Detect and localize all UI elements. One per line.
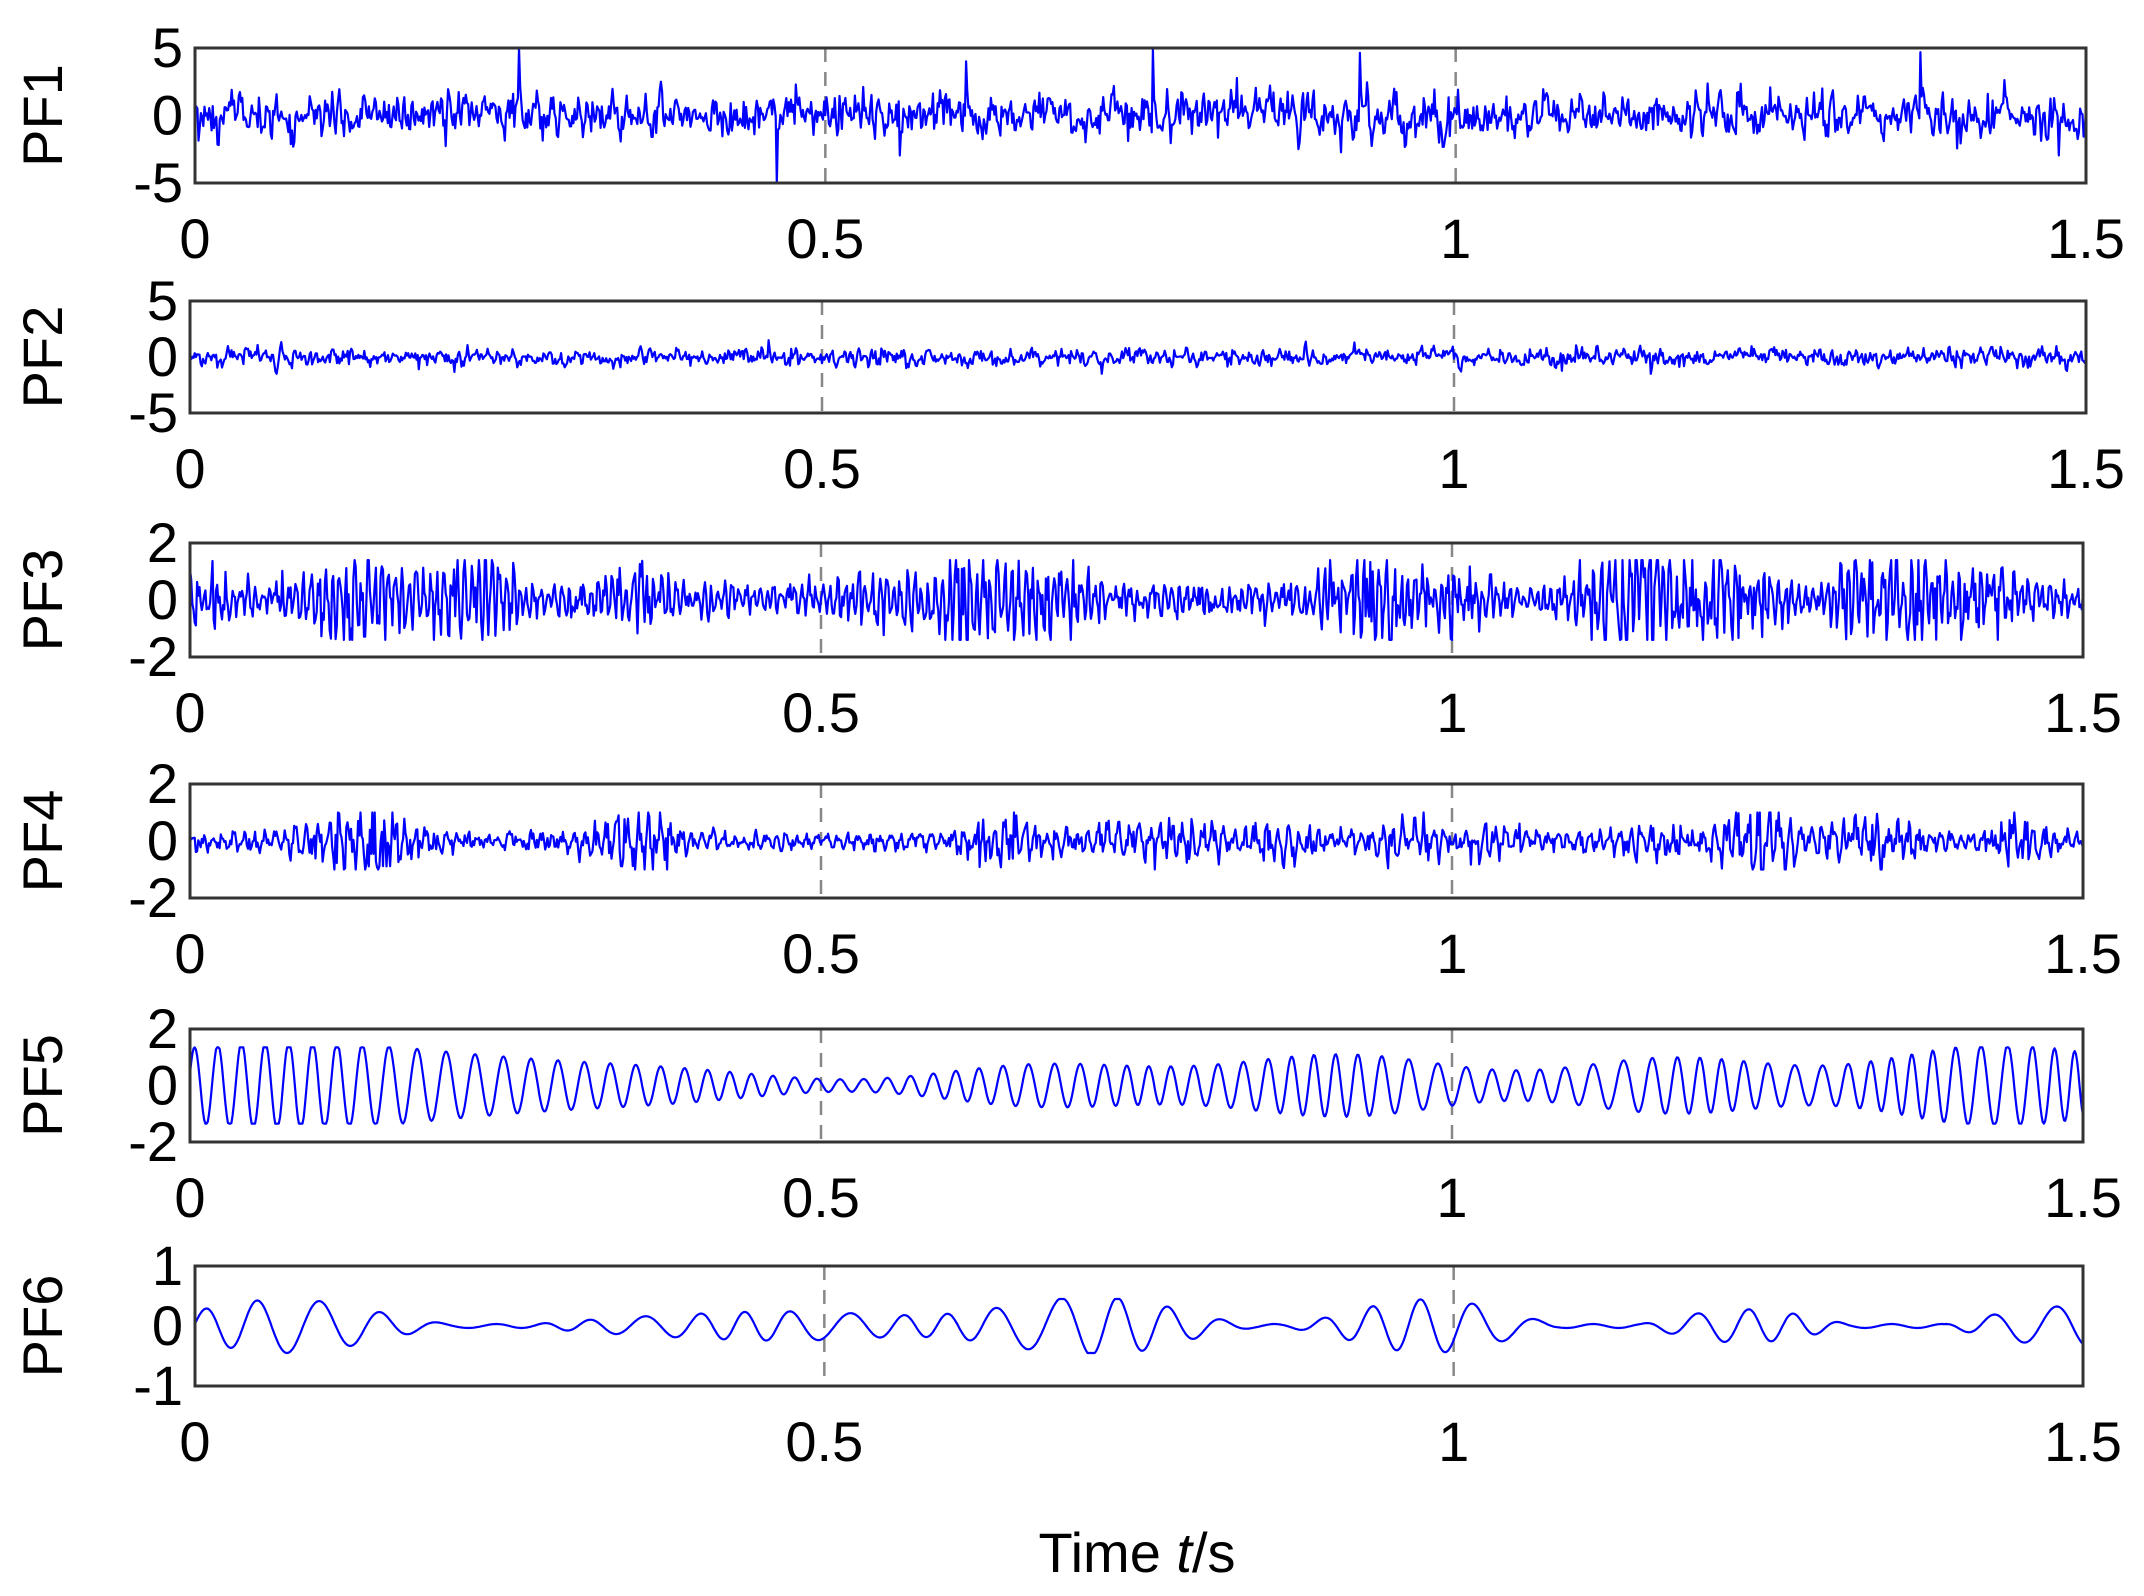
x-tick-label: 0 xyxy=(174,681,205,744)
y-tick-label: 0 xyxy=(147,1054,178,1117)
axes-box xyxy=(193,46,2088,185)
pf4-trace xyxy=(188,811,2085,871)
axes-box xyxy=(188,299,2088,415)
x-tick-label: 1 xyxy=(1440,207,1471,270)
y-tick-label: 2 xyxy=(147,997,178,1060)
y-tick-label: -2 xyxy=(128,1110,178,1173)
x-tick-label: 1.5 xyxy=(2044,922,2122,985)
x-axis-label: Time t/s xyxy=(1038,1521,1235,1584)
pf6-trace xyxy=(194,1297,2084,1355)
y-tick-label: 5 xyxy=(147,269,178,332)
x-tick-label: 1.5 xyxy=(2044,1410,2122,1473)
x-tick-label: 1 xyxy=(1438,437,1469,500)
x-tick-label: 0.5 xyxy=(786,207,864,270)
y-tick-label: 0 xyxy=(147,809,178,872)
x-tick-label: 1 xyxy=(1436,1166,1467,1229)
x-tick-label: 1 xyxy=(1436,922,1467,985)
y-tick-label: 0 xyxy=(152,84,183,147)
y-tick-label: -1 xyxy=(133,1354,183,1417)
x-tick-label: 0 xyxy=(179,207,210,270)
axes-box xyxy=(188,782,2085,900)
y-tick-label: -5 xyxy=(128,381,178,444)
x-tick-label: 1 xyxy=(1436,681,1467,744)
y-tick-label: 2 xyxy=(147,752,178,815)
pf1-trace xyxy=(194,46,2088,185)
y-axis-label: PF1 xyxy=(11,64,74,167)
x-tick-label: 1.5 xyxy=(2044,1166,2122,1229)
y-tick-label: 2 xyxy=(147,511,178,574)
y-axis-label: PF6 xyxy=(11,1275,74,1378)
axes-box xyxy=(188,541,2085,659)
y-axis-label: PF5 xyxy=(11,1034,74,1137)
pf5-trace xyxy=(188,1046,2085,1125)
x-tick-label: 0.5 xyxy=(785,1410,863,1473)
y-tick-label: 5 xyxy=(152,16,183,79)
x-tick-label: 1.5 xyxy=(2047,437,2125,500)
x-tick-label: 0 xyxy=(174,437,205,500)
x-tick-label: 1.5 xyxy=(2044,681,2122,744)
pf3-trace xyxy=(188,559,2085,641)
x-tick-label: 1.5 xyxy=(2047,207,2125,270)
y-axis-label: PF2 xyxy=(11,306,74,409)
x-tick-label: 0.5 xyxy=(782,1166,860,1229)
y-axis-label: PF3 xyxy=(11,549,74,652)
y-axis-label: PF4 xyxy=(11,790,74,893)
x-tick-label: 0 xyxy=(174,922,205,985)
x-tick-label: 0 xyxy=(179,1410,210,1473)
y-tick-label: 0 xyxy=(147,568,178,631)
x-tick-label: 0 xyxy=(174,1166,205,1229)
x-tick-label: 1 xyxy=(1438,1410,1469,1473)
y-tick-label: -2 xyxy=(128,866,178,929)
y-tick-label: -2 xyxy=(128,625,178,688)
x-tick-label: 0.5 xyxy=(782,922,860,985)
pf2-trace xyxy=(189,339,2088,375)
x-tick-label: 0.5 xyxy=(783,437,861,500)
y-tick-label: -5 xyxy=(133,151,183,214)
y-tick-label: 1 xyxy=(152,1234,183,1297)
axes-box xyxy=(188,1027,2085,1144)
y-tick-label: 0 xyxy=(152,1294,183,1357)
x-tick-label: 0.5 xyxy=(782,681,860,744)
axes-box xyxy=(193,1264,2085,1388)
y-tick-label: 0 xyxy=(147,325,178,388)
